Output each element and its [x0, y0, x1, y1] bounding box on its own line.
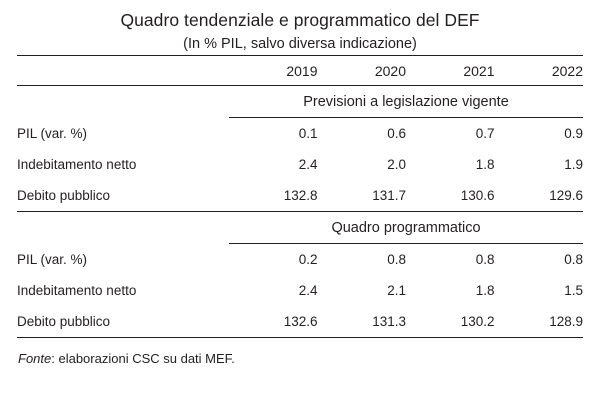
cell-debito-vigente-2020: 131.7	[372, 188, 406, 203]
table-row: PIL (var. %) 0.1 0.6 0.7 0.9	[17, 118, 583, 150]
cell-debito-programmatico-2019: 132.6	[283, 314, 318, 329]
column-header-2022: 2022	[551, 62, 583, 79]
cell-indebitamento-programmatico-2020: 2.1	[387, 283, 406, 298]
cell-pil-programmatico-2021: 0.8	[475, 252, 495, 267]
page-title: Quadro tendenziale e programmatico del D…	[120, 10, 480, 30]
section-heading-2: Quadro programmatico	[229, 211, 583, 244]
row-label-indebitamento-vigente: Indebitamento netto	[17, 157, 137, 172]
cell-debito-vigente-2022: 129.6	[549, 188, 583, 203]
cell-indebitamento-vigente-2020: 2.0	[387, 157, 406, 172]
section-2-spacer-cell	[17, 212, 229, 244]
section-1-spacer-cell	[17, 86, 229, 118]
cell-indebitamento-vigente-2019: 2.4	[298, 157, 318, 172]
table-row: Debito pubblico 132.8 131.7 130.6 129.6	[17, 180, 583, 212]
table-header-row: 2019 2020 2021 2022	[17, 55, 583, 86]
column-header-2021: 2021	[463, 62, 495, 79]
row-label-pil-vigente: PIL (var. %)	[17, 125, 88, 141]
section-heading-row-2: Quadro programmatico	[17, 211, 583, 244]
source-label: Fonte	[18, 351, 52, 366]
cell-pil-vigente-2019: 0.1	[298, 126, 318, 141]
column-header-2020: 2020	[374, 62, 406, 79]
source-text: : elaborazioni CSC su dati MEF.	[51, 351, 235, 366]
source-note: Fonte: elaborazioni CSC su dati MEF.	[0, 351, 600, 366]
cell-indebitamento-programmatico-2021: 1.8	[475, 283, 495, 298]
table-container: 2019 2020 2021 2022 Previsioni a legisla…	[17, 55, 583, 338]
cell-debito-vigente-2019: 132.8	[283, 188, 318, 203]
table-row: Debito pubblico 132.6 131.3 130.2 128.9	[17, 306, 583, 338]
cell-debito-programmatico-2021: 130.2	[460, 314, 495, 329]
column-header-2019: 2019	[286, 62, 318, 79]
page-subtitle: (In % PIL, salvo diversa indicazione)	[183, 36, 417, 52]
cell-indebitamento-vigente-2022: 1.9	[564, 157, 583, 172]
cell-indebitamento-programmatico-2022: 1.5	[564, 283, 583, 298]
row-label-debito-programmatico: Debito pubblico	[17, 314, 111, 329]
table-row: Indebitamento netto 2.4 2.0 1.8 1.9	[17, 149, 583, 180]
cell-pil-programmatico-2020: 0.8	[387, 252, 406, 267]
cell-indebitamento-programmatico-2019: 2.4	[298, 283, 318, 298]
cell-indebitamento-vigente-2021: 1.8	[475, 157, 495, 172]
cell-pil-vigente-2020: 0.6	[387, 126, 406, 141]
def-table: 2019 2020 2021 2022 Previsioni a legisla…	[17, 55, 583, 338]
table-row: Indebitamento netto 2.4 2.1 1.8 1.5	[17, 275, 583, 306]
cell-debito-vigente-2021: 130.6	[460, 188, 495, 203]
section-heading-1: Previsioni a legislazione vigente	[229, 85, 583, 118]
cell-debito-programmatico-2020: 131.3	[372, 314, 406, 329]
title-block: Quadro tendenziale e programmatico del D…	[0, 0, 600, 55]
table-row: PIL (var. %) 0.2 0.8 0.8 0.8	[17, 244, 583, 276]
cell-pil-vigente-2022: 0.9	[564, 126, 583, 141]
cell-debito-programmatico-2022: 128.9	[549, 314, 583, 329]
header-label-cell	[17, 56, 229, 86]
cell-pil-vigente-2021: 0.7	[475, 126, 495, 141]
row-label-pil-programmatico: PIL (var. %)	[17, 251, 88, 267]
cell-pil-programmatico-2019: 0.2	[298, 252, 318, 267]
row-label-debito-vigente: Debito pubblico	[17, 188, 111, 203]
cell-pil-programmatico-2022: 0.8	[564, 252, 583, 267]
row-label-indebitamento-programmatico: Indebitamento netto	[17, 283, 137, 298]
section-heading-row-1: Previsioni a legislazione vigente	[17, 85, 583, 118]
